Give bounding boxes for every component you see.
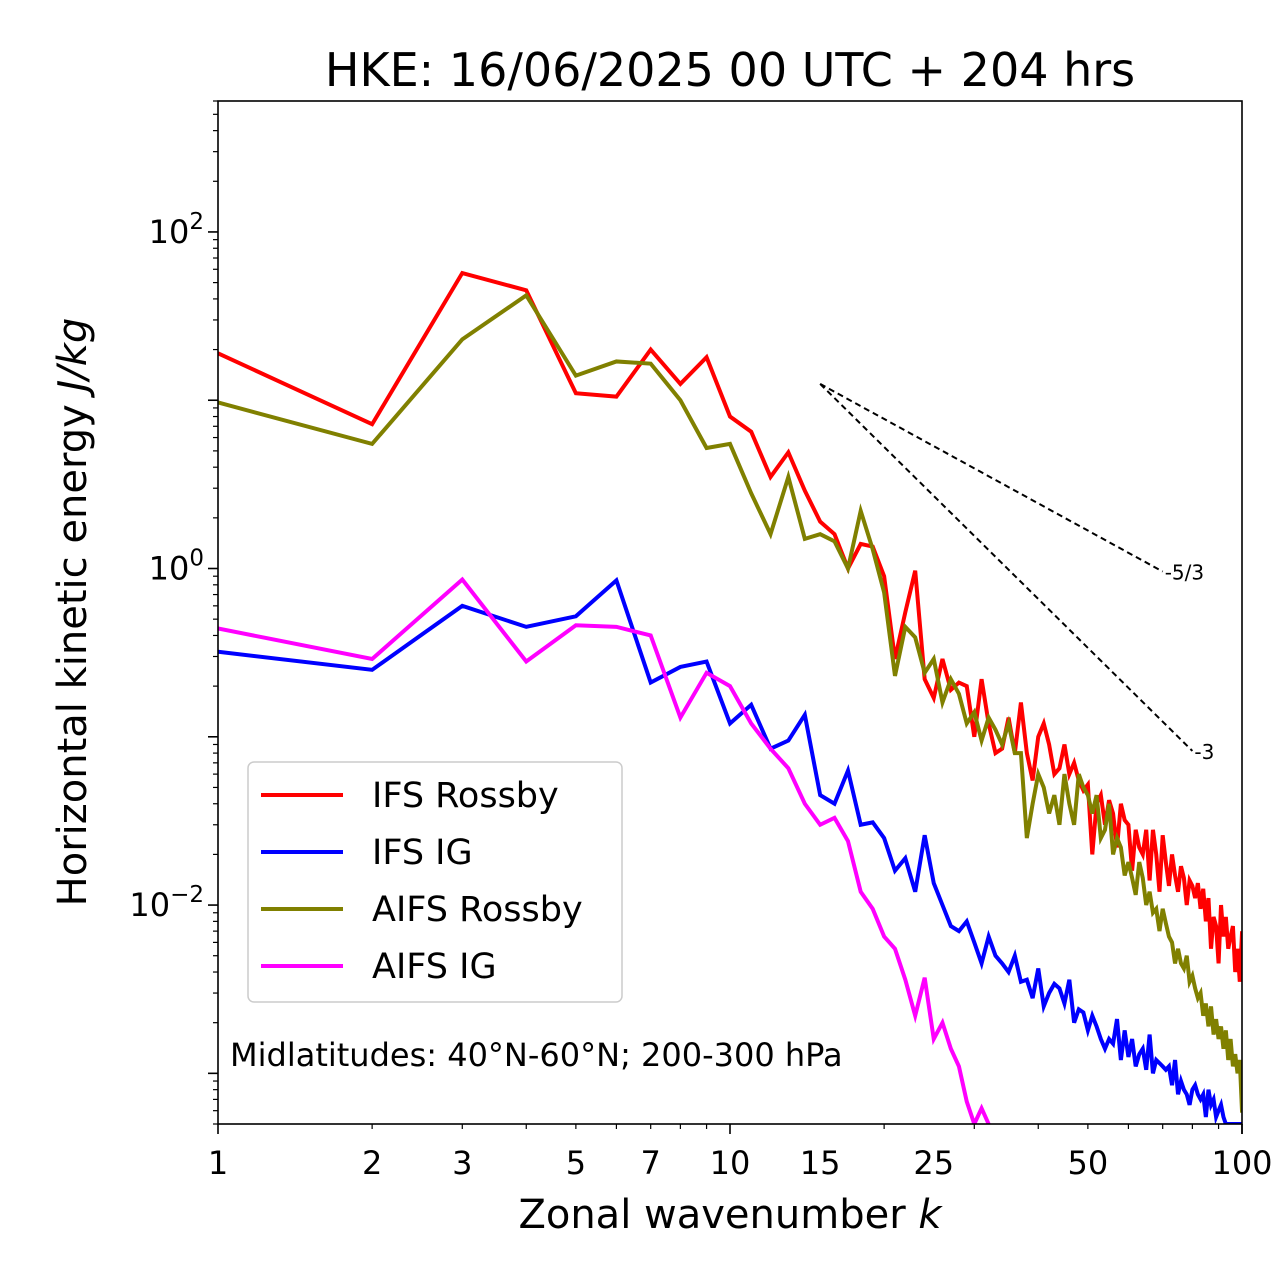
x-tick-label: 10	[710, 1144, 751, 1182]
y-tick-label: 100	[149, 546, 204, 588]
x-axis-ticks: 1 2 3 5 7 10 15 25 50 100	[208, 1124, 1273, 1182]
y-axis-label-text: Horizontal kinetic energy	[50, 404, 96, 906]
legend-label-ifs-ig: IFS IG	[372, 833, 473, 873]
series-line-ifs-rossby	[218, 270, 1242, 982]
legend-label-ifs-rossby: IFS Rossby	[372, 776, 559, 816]
legend: IFS Rossby IFS IG AIFS Rossby AIFS IG	[247, 761, 623, 1003]
legend-label-aifs-ig: AIFS IG	[372, 947, 497, 987]
x-tick-label: 100	[1211, 1144, 1272, 1182]
y-axis-label-unit: J/kg	[50, 318, 96, 399]
x-axis-label-symbol: k	[918, 1192, 943, 1238]
x-tick-label: 3	[452, 1144, 472, 1182]
y-tick-label: 10−2	[129, 882, 204, 924]
reference-line-2	[819, 383, 1194, 752]
reference-line-label-2: -3	[1194, 740, 1214, 764]
legend-label-aifs-rossby: AIFS Rossby	[372, 890, 583, 930]
x-tick-label: 25	[913, 1144, 954, 1182]
x-tick-label: 5	[566, 1144, 586, 1182]
region-annotation: Midlatitudes: 40°N-60°N; 200-300 hPa	[230, 1036, 843, 1074]
series-layer	[218, 270, 1242, 1124]
y-axis-label: Horizontal kinetic energy J/kg	[50, 318, 96, 907]
x-tick-label: 15	[800, 1144, 841, 1182]
y-tick-label: 102	[149, 209, 204, 251]
x-axis-label: Zonal wavenumber k	[518, 1192, 943, 1238]
y-axis-ticks: 10−2 100 102	[129, 100, 218, 1125]
series-line-aifs-rossby	[218, 292, 1242, 1113]
chart-title: HKE: 16/06/2025 00 UTC + 204 hrs	[325, 43, 1135, 97]
x-tick-label: 2	[362, 1144, 382, 1182]
x-tick-label: 7	[641, 1144, 661, 1182]
x-tick-label: 50	[1068, 1144, 1109, 1182]
reference-lines: -5/3 -3	[819, 383, 1214, 764]
series-line-ifs-ig	[218, 576, 1242, 1124]
legend-box	[247, 761, 623, 1003]
x-tick-label: 1	[208, 1144, 228, 1182]
series-line-aifs-ig	[218, 576, 991, 1124]
x-axis-label-text: Zonal wavenumber	[518, 1192, 906, 1238]
reference-line-label-1: -5/3	[1165, 561, 1204, 585]
reference-line-1	[819, 383, 1164, 573]
